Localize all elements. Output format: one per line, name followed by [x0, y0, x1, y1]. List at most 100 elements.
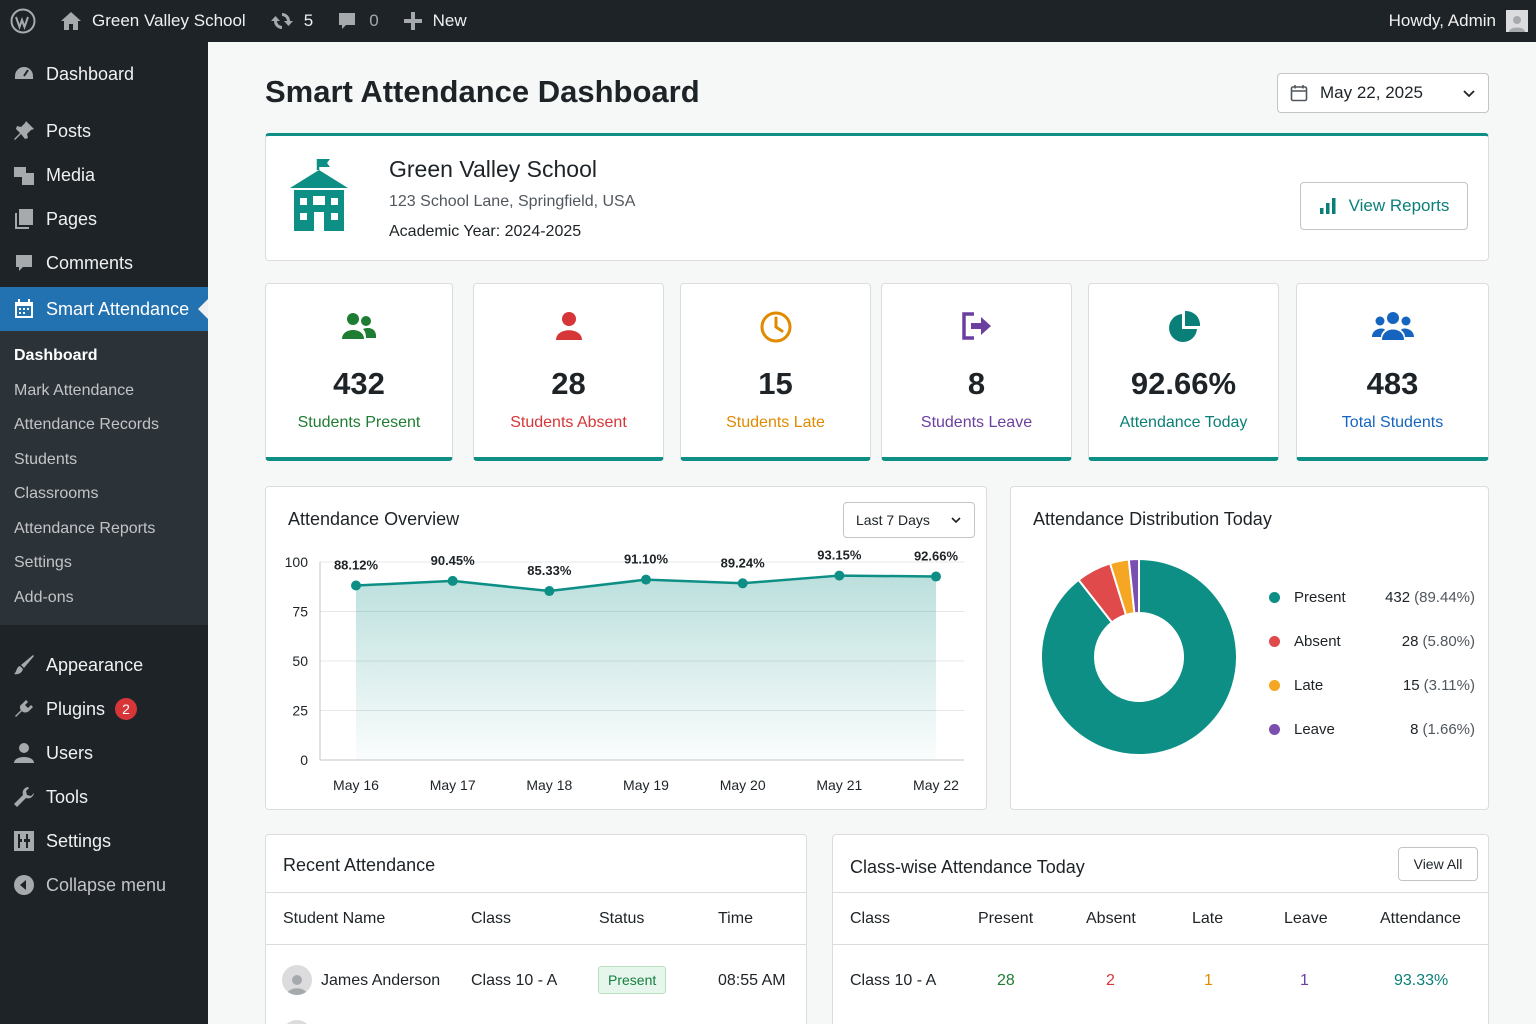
late-count: 1 — [1204, 972, 1213, 989]
view-reports-label: View Reports — [1348, 196, 1450, 215]
menu-plugins[interactable]: Plugins 2 — [0, 687, 208, 731]
date-value: May 22, 2025 — [1320, 83, 1424, 102]
legend-percent: (89.44%) — [1414, 588, 1475, 606]
avatar — [282, 965, 312, 995]
submenu-attendance-records[interactable]: Attendance Records — [14, 416, 159, 434]
wordpress-logo-icon[interactable] — [0, 0, 48, 42]
table-header: Class Present Absent Late Leave Attendan… — [833, 892, 1488, 945]
stat-card-attendance-today: 92.66% Attendance Today — [1088, 283, 1279, 461]
submenu-add-ons[interactable]: Add-ons — [14, 588, 74, 606]
column-header[interactable]: Status — [599, 910, 645, 927]
submenu-dashboard[interactable]: Dashboard — [14, 347, 98, 365]
submenu-attendance-reports[interactable]: Attendance Reports — [14, 519, 156, 537]
column-header[interactable]: Late — [1192, 910, 1224, 927]
menu-settings[interactable]: Settings — [0, 819, 208, 863]
stat-value: 432 — [333, 366, 385, 401]
collapse-menu-button[interactable]: Collapse menu — [0, 863, 208, 907]
legend-item: Late 15 (3.11%) — [1269, 663, 1475, 707]
x-tick-label: May 20 — [720, 777, 766, 793]
main-content: Smart Attendance Dashboard May 22, 2025 … — [208, 42, 1536, 1024]
menu-posts[interactable]: Posts — [0, 109, 208, 153]
menu-label: Plugins — [46, 698, 106, 719]
column-header[interactable]: Absent — [1086, 910, 1136, 927]
submenu-students[interactable]: Students — [14, 450, 78, 468]
submenu-classrooms[interactable]: Classrooms — [14, 485, 99, 503]
menu-label: Collapse menu — [46, 874, 167, 895]
stat-label: Attendance Today — [1119, 414, 1248, 431]
column-header[interactable]: Attendance — [1380, 910, 1461, 927]
home-icon — [61, 12, 81, 30]
menu-users[interactable]: Users — [0, 731, 208, 775]
y-tick-label: 50 — [292, 653, 308, 669]
stat-value: 15 — [758, 366, 793, 401]
updates-link[interactable]: 5 — [258, 0, 325, 42]
menu-label: Media — [46, 164, 96, 185]
submenu-settings[interactable]: Settings — [14, 554, 72, 572]
updates-icon — [270, 13, 293, 29]
users-icon — [266, 310, 452, 342]
legend-name: Late — [1294, 676, 1324, 694]
menu-smart-attendance[interactable]: Smart Attendance — [0, 287, 208, 331]
view-reports-button[interactable]: View Reports — [1300, 182, 1468, 230]
donut-slice-leave — [1127, 557, 1140, 615]
class-wise-attendance-card: Class-wise Attendance Today View All Cla… — [832, 834, 1489, 1024]
view-all-button[interactable]: View All — [1398, 847, 1478, 881]
column-header[interactable]: Class — [850, 910, 891, 927]
site-name-link[interactable]: Green Valley School — [48, 0, 258, 42]
submenu-mark-attendance[interactable]: Mark Attendance — [14, 381, 135, 399]
my-account[interactable]: Howdy, Admin — [1389, 10, 1536, 32]
data-point — [737, 578, 748, 589]
stat-label: Students Present — [297, 414, 421, 431]
table-header: Student Name Class Status Time — [266, 892, 806, 945]
x-tick-label: May 22 — [913, 777, 959, 793]
group-icon — [1297, 310, 1488, 342]
legend-name: Leave — [1294, 720, 1335, 738]
distribution-legend: Present 432 (89.44%) Absent 28 (5.80%) L… — [1269, 575, 1475, 751]
menu-label: Smart Attendance — [46, 298, 190, 319]
collapse-icon — [12, 873, 36, 897]
academic-year: Academic Year: 2024-2025 — [389, 223, 582, 240]
student-class: Class 10 - A — [471, 972, 558, 989]
donut-slice-present — [1040, 557, 1238, 756]
menu-comments[interactable]: Comments — [0, 241, 208, 285]
menu-pages[interactable]: Pages — [0, 197, 208, 241]
comment-icon — [12, 251, 36, 275]
y-tick-label: 75 — [292, 604, 308, 620]
column-header[interactable]: Present — [978, 910, 1034, 927]
menu-dashboard[interactable]: Dashboard — [0, 52, 208, 96]
menu-media[interactable]: Media — [0, 153, 208, 197]
menu-appearance[interactable]: Appearance — [0, 643, 208, 687]
avatar — [1506, 10, 1528, 32]
recent-title: Recent Attendance — [283, 855, 436, 875]
stat-value: 8 — [967, 366, 986, 401]
calendar-icon — [12, 297, 36, 321]
menu-tools[interactable]: Tools — [0, 775, 208, 819]
legend-percent: (5.80%) — [1422, 632, 1475, 650]
pie-icon — [1089, 310, 1278, 344]
stat-value: 92.66% — [1130, 366, 1237, 401]
date-picker[interactable]: May 22, 2025 — [1277, 73, 1489, 113]
y-tick-label: 25 — [292, 703, 308, 719]
stat-label: Students Late — [726, 414, 825, 431]
menu-label: Appearance — [46, 654, 144, 675]
column-header[interactable]: Time — [718, 910, 753, 927]
page-title: Smart Attendance Dashboard — [265, 74, 700, 109]
new-content-link[interactable]: New — [391, 0, 479, 42]
column-header[interactable]: Student Name — [283, 910, 386, 927]
column-header[interactable]: Leave — [1284, 910, 1328, 927]
bar-chart-icon — [1319, 198, 1336, 214]
range-select[interactable]: Last 7 Days — [843, 502, 975, 538]
class-name: Class 10 - A — [850, 972, 937, 989]
menu-label: Tools — [46, 786, 89, 807]
stat-value: 28 — [551, 366, 586, 401]
column-header[interactable]: Class — [471, 910, 512, 927]
legend-dot — [1269, 635, 1280, 647]
comments-link[interactable]: 0 — [325, 0, 390, 42]
pages-icon — [12, 207, 36, 231]
legend-count: 8 — [1410, 720, 1419, 738]
school-name: Green Valley School — [389, 156, 597, 182]
stat-card-late: 15 Students Late — [680, 283, 871, 461]
data-label: 92.66% — [914, 549, 959, 564]
student-name[interactable]: James Anderson — [321, 972, 441, 989]
stat-card-present: 432 Students Present — [265, 283, 453, 461]
